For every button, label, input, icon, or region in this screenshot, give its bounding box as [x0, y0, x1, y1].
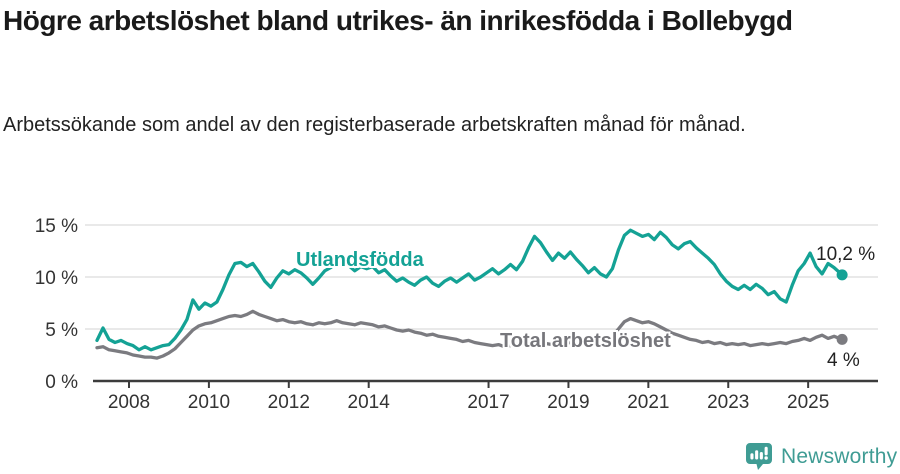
y-tick-label: 0 %	[45, 372, 78, 393]
y-tick-label: 5 %	[45, 320, 78, 341]
series-line-utlandsf-dda	[95, 228, 844, 352]
end-value-label-utlandsfodda: 10,2 %	[816, 244, 876, 265]
x-tick-label: 2019	[547, 392, 589, 413]
end-value-label-total: 4 %	[827, 350, 860, 371]
x-tick-label: 2014	[348, 392, 391, 413]
x-tick-label: 2008	[108, 392, 150, 413]
newsworthy-logo: Newsworthy	[745, 442, 897, 471]
series-end-dot	[836, 269, 848, 281]
x-tick-label: 2010	[188, 392, 230, 413]
y-tick-label: 15 %	[35, 216, 78, 237]
x-tick-label: 2012	[268, 392, 310, 413]
x-tick-label: 2021	[627, 392, 669, 413]
chart-subtitle: Arbetssökande som andel av den registerb…	[3, 114, 746, 136]
x-tick-label: 2023	[707, 392, 749, 413]
series-label-total-arbetsloshet: Total arbetslöshet	[500, 330, 671, 352]
x-tick-label: 2017	[467, 392, 509, 413]
series-end-dot	[836, 333, 848, 345]
chart-title: Högre arbetslöshet bland utrikes- än inr…	[3, 5, 793, 36]
newsworthy-logo-icon	[746, 443, 772, 470]
series-line-total-arbetsl-shet	[95, 309, 844, 360]
series-label-utlandsfodda: Utlandsfödda	[296, 249, 424, 271]
x-tick-label: 2025	[787, 392, 829, 413]
y-tick-label: 10 %	[35, 268, 78, 289]
newsworthy-logo-text: Newsworthy	[781, 444, 898, 468]
